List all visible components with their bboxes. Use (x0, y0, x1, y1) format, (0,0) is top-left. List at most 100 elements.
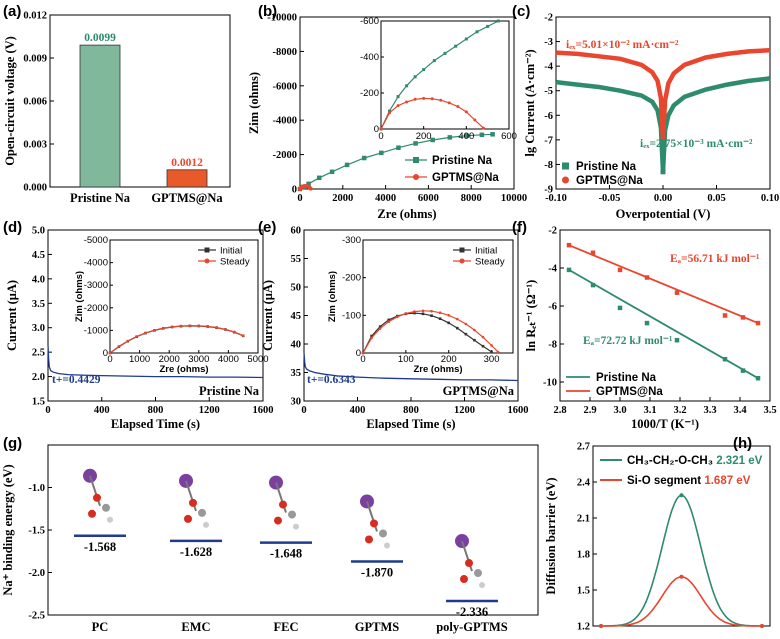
y-tick-label: 0.003 (23, 140, 47, 151)
binding-energy-label: -2.336 (456, 605, 488, 619)
data-point (760, 624, 764, 628)
plot-frame (299, 16, 515, 190)
binding-energy-label: -1.568 (84, 540, 116, 554)
x-category-label: Pristine Na (70, 191, 131, 205)
y-tick-label: 55 (291, 254, 302, 265)
inset-data-point (144, 331, 147, 335)
y-tick-label: -8 (548, 340, 557, 351)
exchange-current-label: iₑₓ=2.75×10⁻³ mA·cm⁻² (640, 138, 753, 150)
inset-legend-label: Steady (475, 257, 505, 268)
inset-data-point (438, 317, 442, 321)
data-point (679, 493, 684, 498)
inset-y-tick-label: 0 (374, 124, 379, 135)
x-category-label: GPTMS (355, 620, 399, 634)
inset-data-point (454, 44, 458, 48)
inset-data-point (370, 334, 373, 338)
y-tick-label: 60 (291, 226, 302, 237)
x-tick-label: 1200 (454, 405, 475, 416)
panel-label: (b) (258, 3, 277, 20)
sample-label: GPTMS@Na (443, 384, 515, 398)
data-point (344, 162, 350, 168)
y-tick-label: -10 (543, 378, 557, 389)
x-axis-label: Zre (ohms) (377, 207, 436, 221)
inset-data-point (405, 100, 409, 104)
y-tick-label: 2.7 (577, 442, 590, 453)
x-category-label: EMC (181, 620, 210, 634)
activation-energy-label: Eₐ=72.72 kJ mol⁻¹ (583, 335, 672, 347)
inset-x-tick-label: 300 (484, 354, 500, 365)
y-tick-label: 5.0 (32, 226, 45, 237)
y-tick-label: 0.000 (23, 183, 47, 194)
inset-data-point (206, 325, 209, 328)
inset-data-point (405, 84, 409, 88)
x-tick-label: 6000 (418, 193, 439, 204)
inset-data-point (438, 311, 442, 314)
carbon-atom (379, 529, 387, 538)
inset-data-point (387, 318, 391, 322)
inset-data-point (135, 335, 138, 338)
oxygen-atom (274, 516, 282, 525)
legend-label: GPTMS@Na (432, 172, 499, 184)
inset-data-point (241, 334, 245, 337)
legend-label: GPTMS@Na (576, 175, 643, 187)
data-point (722, 313, 728, 318)
inset-frame (380, 20, 510, 130)
inset-y-tick-label: -200 (342, 273, 361, 284)
inset-y-tick-label: -100 (342, 310, 361, 321)
inset-x-axis-label: Zre (ohms) (159, 364, 208, 375)
inset-data-point (486, 24, 490, 28)
x-tick-label: 3.5 (763, 405, 776, 416)
inset-data-point (473, 328, 476, 332)
x-tick-label: 1600 (508, 405, 529, 416)
y-axis-label: Open-circuit voltage (V) (3, 36, 17, 166)
data-point (430, 137, 435, 143)
x-tick-label: -0.05 (599, 193, 621, 204)
inset-x-tick-label: 200 (441, 354, 457, 365)
oxygen-atom (189, 498, 197, 507)
inset-series-line (109, 325, 244, 354)
y-tick-label: 4.5 (32, 250, 45, 261)
inset-legend-label: Initial (475, 246, 497, 257)
y-tick-label: 2.0 (32, 372, 45, 383)
y-tick-label: -5 (544, 86, 553, 97)
legend-label: Pristine Na (576, 161, 637, 173)
y-tick-label: -4 (548, 264, 557, 275)
inset-y-tick-label: -5000 (84, 235, 108, 246)
data-point (308, 186, 313, 191)
inset-data-point (413, 310, 416, 313)
fit-line (568, 269, 759, 379)
y-tick-label: -3 (544, 37, 553, 48)
plot-frame (47, 444, 539, 616)
inset-data-point (443, 51, 447, 55)
molecule-model (455, 534, 485, 589)
data-point (317, 175, 322, 181)
inset-data-point (481, 335, 485, 339)
inset-series-line (362, 312, 492, 354)
y-tick-label: 30 (291, 397, 302, 408)
y-tick-label: -1.5 (28, 526, 45, 537)
plot-frame (592, 445, 771, 627)
oxygen-atom (88, 509, 96, 518)
inset-frame (362, 239, 514, 354)
inset-y-tick-label: -2000 (84, 303, 108, 314)
chart-h: 1.2 1.5 1.8 2.1 2.4 2.7 Diffusion barrier (eV)… (544, 435, 771, 633)
inset-legend-label: Steady (220, 257, 250, 268)
y-tick-label: -2 (544, 13, 553, 24)
data-point (464, 133, 470, 138)
inset-data-point (481, 126, 485, 130)
data-point (740, 368, 746, 373)
chart-a: 0.000 0.003 0.006 0.009 0.012 Open-circuit vo… (3, 3, 231, 205)
y-tick-label: 45 (291, 311, 302, 322)
sample-label: Pristine Na (199, 384, 260, 398)
x-tick-label: 8000 (461, 193, 482, 204)
y-tick-label: 2.4 (577, 478, 591, 489)
y-tick-label: -8000 (273, 47, 298, 58)
x-tick-label: 0.10 (761, 193, 779, 204)
data-point (599, 624, 603, 628)
y-tick-label: 0.009 (23, 54, 47, 65)
y-tick-label: 0.006 (23, 97, 47, 108)
y-tick-label: -2000 (273, 150, 298, 161)
x-tick-label: 1600 (253, 405, 274, 416)
carbon-atom (288, 510, 296, 519)
legend-species: CH₃-CH₂-O-CH₃ (627, 455, 716, 467)
